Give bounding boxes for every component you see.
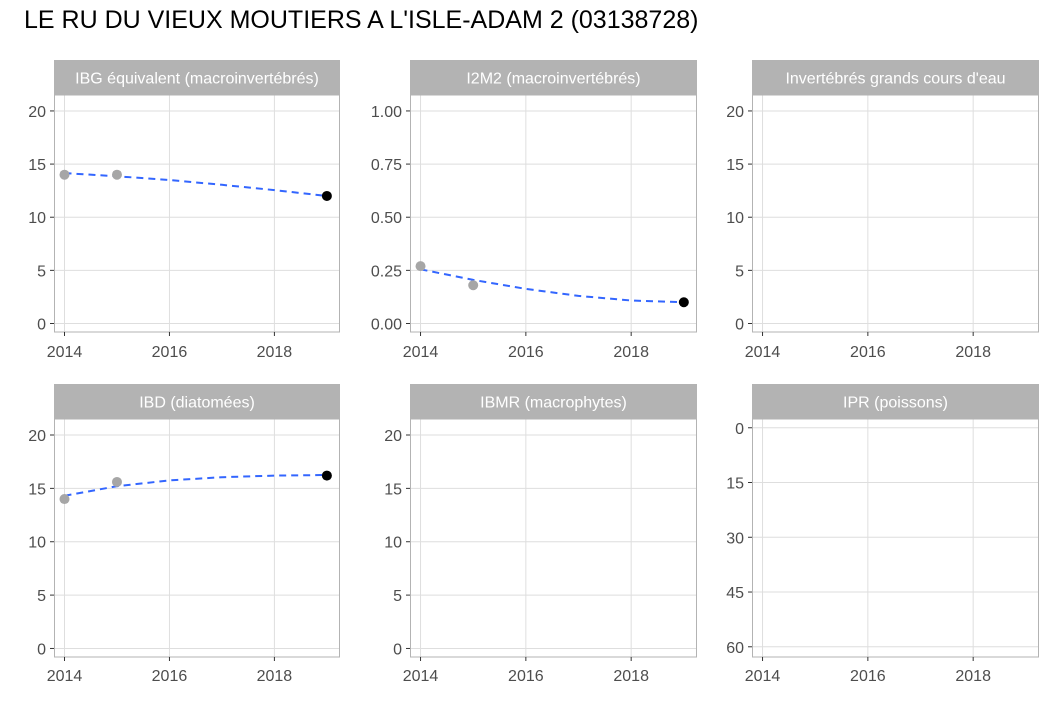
y-tick-label: 5 xyxy=(393,588,402,605)
panel-strip xyxy=(54,60,340,95)
y-tick-label: 0.00 xyxy=(371,316,402,333)
panel-border xyxy=(752,94,1039,333)
y-tick-label: 20 xyxy=(726,104,744,121)
panel-title: IPR (poissons) xyxy=(843,395,948,412)
y-tick-label: 1.00 xyxy=(371,104,402,121)
data-point xyxy=(111,476,122,487)
data-point xyxy=(59,169,70,180)
data-point xyxy=(468,280,479,291)
panel-border xyxy=(54,94,340,333)
panel-border xyxy=(752,418,1039,658)
y-tick-label: 5 xyxy=(37,588,46,605)
panel-strip xyxy=(752,60,1039,95)
panel-border xyxy=(410,94,697,333)
y-tick-label: 10 xyxy=(726,210,744,227)
x-tick-label: 2018 xyxy=(955,344,991,361)
y-tick-label: 10 xyxy=(384,535,402,552)
y-tick-label: 5 xyxy=(37,263,46,280)
trend-line xyxy=(64,474,327,497)
y-tick-label: 45 xyxy=(726,585,744,602)
y-tick-label: 5 xyxy=(735,263,744,280)
y-tick-label: 15 xyxy=(384,481,402,498)
x-tick-label: 2014 xyxy=(403,668,439,685)
chart-panel-2: I2M2 (macroinvertébrés) 2014 2016 2018 0.00 0… xyxy=(371,60,697,361)
panel-border xyxy=(410,418,697,658)
x-tick-label: 2016 xyxy=(850,344,886,361)
x-tick-label: 2014 xyxy=(47,668,83,685)
chart-panel-4: IBD (diatomées) 2014 2016 2018 0 5 10 15 20 xyxy=(28,384,340,685)
latest-data-point xyxy=(321,470,332,481)
chart-panel-6: IPR (poissons) 2014 2016 2018 0 15 30 45 60 xyxy=(726,384,1039,685)
x-tick-label: 2018 xyxy=(613,668,649,685)
panel-title: IBD (diatomées) xyxy=(139,395,255,412)
y-tick-label: 0 xyxy=(735,316,744,333)
panel-title: IBG équivalent (macroinvertébrés) xyxy=(75,71,319,88)
panel-title: IBMR (macrophytes) xyxy=(480,395,627,412)
latest-data-point xyxy=(321,190,332,201)
x-tick-label: 2016 xyxy=(508,668,544,685)
chart-panel-5: IBMR (macrophytes) 2014 2016 2018 0 5 10 15 20 xyxy=(384,384,697,685)
latest-data-point xyxy=(678,297,689,308)
y-tick-label: 0 xyxy=(393,641,402,658)
y-tick-label: 0.50 xyxy=(371,210,402,227)
x-tick-label: 2018 xyxy=(257,668,293,685)
panel-strip xyxy=(410,60,697,95)
x-tick-label: 2016 xyxy=(152,344,188,361)
data-point xyxy=(415,261,426,272)
y-tick-label: 10 xyxy=(28,535,46,552)
y-tick-label: 60 xyxy=(726,640,744,657)
y-tick-label: 0 xyxy=(37,641,46,658)
panel-strip xyxy=(752,384,1039,419)
y-tick-label: 20 xyxy=(28,104,46,121)
trend-line xyxy=(64,172,328,197)
y-tick-label: 15 xyxy=(28,481,46,498)
panel-strip xyxy=(54,384,340,419)
y-tick-label: 0 xyxy=(37,316,46,333)
x-tick-label: 2018 xyxy=(613,344,649,361)
x-tick-label: 2014 xyxy=(403,344,439,361)
x-tick-label: 2016 xyxy=(850,668,886,685)
y-tick-label: 0.25 xyxy=(371,263,402,280)
x-tick-label: 2014 xyxy=(47,344,83,361)
page-title: LE RU DU VIEUX MOUTIERS A L'ISLE-ADAM 2 … xyxy=(24,6,699,34)
chart-panel-1: IBG équivalent (macroinvertébrés)2014 201… xyxy=(28,60,340,361)
panel-border xyxy=(54,418,340,658)
x-tick-label: 2018 xyxy=(955,668,991,685)
y-tick-label: 10 xyxy=(28,210,46,227)
panel-title: I2M2 (macroinvertébrés) xyxy=(466,71,640,88)
y-tick-label: 30 xyxy=(726,530,744,547)
data-point xyxy=(111,169,122,180)
y-tick-label: 20 xyxy=(384,428,402,445)
x-tick-label: 2014 xyxy=(745,344,781,361)
y-tick-label: 15 xyxy=(726,476,744,493)
chart-panel-3: Invertébrés grands cours d'eau 2014 2016 20… xyxy=(726,60,1039,361)
y-tick-label: 15 xyxy=(28,157,46,174)
y-tick-label: 20 xyxy=(28,428,46,445)
y-tick-label: 0.75 xyxy=(371,157,402,174)
x-tick-label: 2018 xyxy=(257,344,293,361)
data-point xyxy=(59,494,70,505)
trend-line xyxy=(420,268,684,304)
panel-title: Invertébrés grands cours d'eau xyxy=(785,71,1005,88)
y-tick-label: 0 xyxy=(735,421,744,438)
y-tick-label: 15 xyxy=(726,157,744,174)
x-tick-label: 2016 xyxy=(508,344,544,361)
x-tick-label: 2016 xyxy=(152,668,188,685)
x-tick-label: 2014 xyxy=(745,668,781,685)
panel-strip xyxy=(410,384,697,419)
